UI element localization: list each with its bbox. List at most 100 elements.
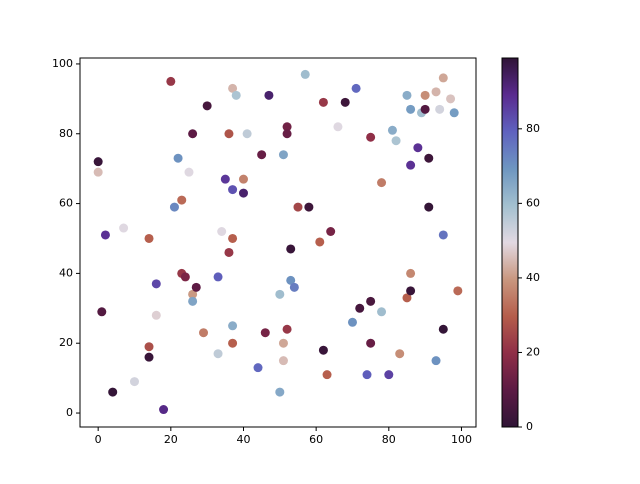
point: [431, 87, 441, 97]
point: [144, 342, 154, 352]
point: [435, 104, 445, 114]
point: [278, 356, 288, 366]
point: [173, 153, 183, 163]
point: [282, 129, 292, 139]
point: [293, 202, 303, 212]
point: [260, 328, 270, 338]
point: [377, 178, 387, 188]
point: [318, 97, 328, 107]
point: [424, 202, 434, 212]
point: [282, 324, 292, 334]
point: [217, 227, 227, 237]
colorbar-tick-label: 60: [526, 196, 540, 209]
point: [351, 83, 361, 93]
x-tick-label: 40: [236, 433, 250, 446]
point: [159, 405, 169, 415]
point: [169, 202, 179, 212]
point: [180, 272, 190, 282]
point: [286, 244, 296, 254]
point: [406, 268, 416, 278]
point: [438, 73, 448, 83]
point: [366, 338, 376, 348]
point: [347, 317, 357, 327]
x-tick-label: 20: [164, 433, 178, 446]
point: [191, 282, 201, 292]
point: [366, 296, 376, 306]
point: [438, 230, 448, 240]
point: [413, 143, 423, 153]
point: [420, 104, 430, 114]
point: [395, 349, 405, 359]
x-tick-label: 0: [95, 433, 102, 446]
point: [377, 307, 387, 317]
colorbar-tick-label: 0: [526, 420, 533, 433]
point: [228, 338, 238, 348]
point: [213, 349, 223, 359]
point: [93, 157, 103, 167]
point: [355, 303, 365, 313]
point: [402, 293, 412, 303]
point: [238, 188, 248, 198]
colorbar-tick-label: 80: [526, 122, 540, 135]
y-tick-label: 100: [52, 57, 73, 70]
point: [387, 125, 397, 135]
y-tick-label: 40: [59, 266, 73, 279]
point: [333, 122, 343, 132]
point: [304, 202, 314, 212]
point: [188, 296, 198, 306]
y-tick-label: 80: [59, 127, 73, 140]
point: [100, 230, 110, 240]
point: [340, 97, 350, 107]
point: [275, 387, 285, 397]
point: [188, 129, 198, 139]
plot-frame: [79, 57, 477, 428]
point: [384, 370, 394, 380]
point: [391, 136, 401, 146]
point: [202, 101, 212, 111]
point: [228, 83, 238, 93]
y-tick-label: 60: [59, 197, 73, 210]
point: [108, 387, 118, 397]
colorbar-tick-label: 40: [526, 271, 540, 284]
point: [326, 227, 336, 237]
point: [446, 94, 456, 104]
point: [220, 174, 230, 184]
x-tick-label: 60: [309, 433, 323, 446]
point: [322, 370, 332, 380]
point: [242, 129, 252, 139]
point: [228, 321, 238, 331]
point: [151, 310, 161, 320]
point: [406, 286, 416, 296]
point: [228, 185, 238, 195]
point: [129, 377, 139, 387]
point: [184, 167, 194, 177]
point: [438, 324, 448, 334]
point: [406, 160, 416, 170]
point: [406, 104, 416, 114]
colorbar-tick-label: 20: [526, 345, 540, 358]
point: [300, 69, 310, 79]
point: [253, 363, 263, 373]
point: [144, 233, 154, 243]
point: [402, 90, 412, 100]
point: [420, 90, 430, 100]
point: [318, 345, 328, 355]
point: [366, 132, 376, 142]
y-tick-label: 0: [66, 406, 73, 419]
point: [199, 328, 209, 338]
point: [315, 237, 325, 247]
point: [362, 370, 372, 380]
point: [224, 129, 234, 139]
point: [286, 275, 296, 285]
point: [453, 286, 463, 296]
point: [264, 90, 274, 100]
point: [231, 90, 241, 100]
x-tick-label: 80: [382, 433, 396, 446]
x-tick-label: 100: [451, 433, 472, 446]
point: [238, 174, 248, 184]
point: [424, 153, 434, 163]
point: [97, 307, 107, 317]
point: [188, 289, 198, 299]
point: [177, 195, 187, 205]
